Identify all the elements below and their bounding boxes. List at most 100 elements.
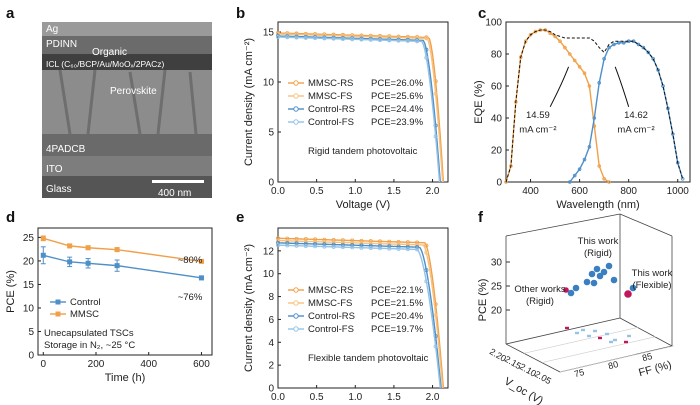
eqe-point (528, 32, 533, 37)
eqe-arrow-top (549, 66, 570, 108)
plot-frame (37, 227, 213, 356)
y-tick-label: 80 (491, 50, 503, 61)
jv-point (275, 243, 280, 248)
eqe-point (617, 40, 621, 45)
eqe-point (607, 45, 611, 50)
y-tick-label: 4 (268, 338, 274, 349)
legend-pce: PCE=24.4% (371, 104, 424, 115)
legend-entry: MMSC-RS (308, 78, 353, 89)
jv-point (350, 240, 355, 245)
label-this-work-flexible: This work (632, 268, 673, 279)
x-tick-label: 200 (88, 359, 105, 370)
eqe-top-cell (505, 29, 610, 183)
legend-entry: Control-FS (308, 324, 354, 335)
projection-point (587, 334, 591, 338)
y-tick-label: 75 (573, 367, 585, 379)
eqe-point (582, 71, 587, 75)
jv-point (424, 243, 429, 248)
eqe-point (587, 84, 592, 88)
point-other-works (593, 265, 601, 273)
x-tick-label: 1.0 (348, 186, 362, 197)
axis-box-edge (505, 317, 621, 345)
jv-point (387, 246, 392, 251)
jv-point (331, 244, 336, 249)
point-other-works (596, 272, 604, 280)
eqe-point (607, 180, 611, 184)
x-tick-label: 1.5 (387, 186, 401, 197)
projection-point (565, 326, 569, 330)
sem-layer-icl: ICL (C₆₀/BCP/Au/MoOₓ/2PACz) (46, 59, 165, 69)
chart-stability: 0 200 400 600 0 5 10 15 20 25 Time (h) PCE (%) Contr… (5, 227, 213, 384)
floor-gridline (523, 327, 639, 354)
x-axis-label: Time (h) (105, 372, 146, 384)
x-tick-label: 2.05 (533, 369, 553, 386)
scale-bar-label: 400 nm (158, 188, 191, 199)
eqe-annotation-bottom-unit: mA cm⁻² (617, 124, 654, 135)
jv-point (294, 35, 299, 40)
projection-point (598, 336, 602, 340)
label-this-work-rigid-sub: (Rigid) (584, 248, 612, 259)
x-tick-label: 0.0 (271, 186, 285, 197)
panel-label-c: c (478, 5, 486, 22)
eqe-annotation-bottom: 14.62 (624, 110, 648, 121)
x-tick-label: 1.0 (348, 392, 362, 403)
jv-point (359, 241, 364, 246)
projection-point (575, 331, 579, 335)
storage-note-1: Unecapsulated TSCs (44, 328, 134, 339)
stability-point (198, 258, 204, 264)
x-tick-label: 2.0 (426, 186, 440, 197)
stability-point (40, 235, 46, 241)
x-tick-label: 600 (571, 186, 588, 197)
jv-point (396, 38, 401, 43)
jv-point (350, 37, 355, 42)
jv-point (377, 241, 382, 246)
x-tick-label: 400 (522, 186, 539, 197)
jv-point (322, 239, 327, 244)
eqe-arrow-bottom (614, 66, 630, 107)
z-tick-label: 30 (491, 258, 503, 269)
eqe-point (577, 65, 582, 69)
y-axis-label: Current density (mA cm⁻²) (243, 38, 255, 166)
y-tick-label: 60 (491, 82, 503, 93)
eqe-point (587, 145, 592, 149)
y-tick-label: 12 (263, 246, 275, 257)
legend-entry: MMSC-RS (308, 285, 353, 296)
jv-point (303, 35, 308, 40)
chart-eqe: 400 600 800 1000 0 20 40 60 80 100 Wavelength (nm)… (473, 18, 691, 211)
eqe-annotation-top: 14.59 (526, 110, 550, 121)
x-tick-label: 0 (40, 359, 46, 370)
legend-entry: Control (70, 297, 101, 308)
legend-pce: PCE=20.4% (371, 311, 424, 322)
y-tick-label: 15 (23, 280, 35, 291)
z-axis-label: PCE (%) (477, 279, 489, 322)
eqe-point (582, 157, 587, 162)
label-this-work-flexible-sub: (Flexible) (632, 280, 671, 291)
plot-frame (505, 21, 691, 183)
jv-point (359, 37, 364, 42)
label-other-works-sub: (Rigid) (526, 296, 554, 307)
jv-point (396, 242, 401, 247)
jv-point (377, 246, 382, 251)
floor-gridline (559, 345, 675, 373)
stability-point (85, 260, 91, 266)
plot-frame (277, 227, 449, 389)
eqe-point (558, 39, 562, 43)
panel-label-a: a (6, 5, 15, 22)
legend-pce: PCE=25.6% (371, 91, 424, 102)
projection-point (581, 328, 585, 332)
x-tick-label: 800 (620, 186, 637, 197)
point-other-works (583, 278, 591, 286)
stability-point (67, 243, 73, 249)
plot-frame (277, 21, 449, 183)
jv-point (322, 36, 327, 41)
y-tick-label: 25 (23, 233, 35, 244)
eqe-point (656, 68, 660, 72)
jv-curve-control-fs (277, 244, 441, 389)
x-tick-label: 1.5 (387, 392, 401, 403)
eqe-point (636, 42, 641, 47)
jv-point (405, 242, 410, 247)
legend-entry: Control-RS (308, 311, 355, 322)
eqe-point (592, 116, 597, 120)
